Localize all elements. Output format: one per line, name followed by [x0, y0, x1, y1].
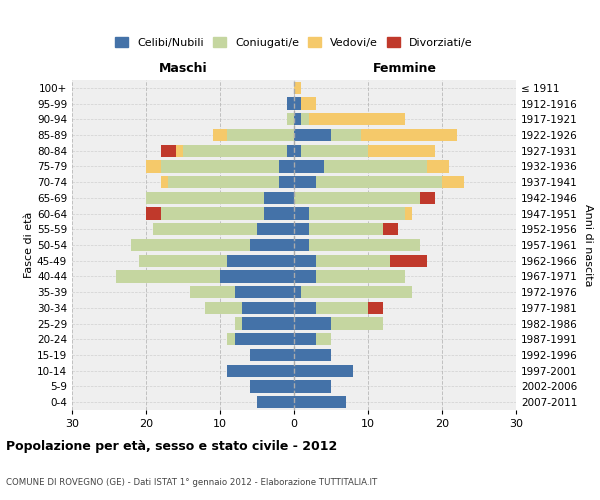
Bar: [161, 208, 265, 220]
Bar: [294, 364, 353, 377]
Text: Femmine: Femmine: [373, 62, 437, 75]
Bar: [294, 223, 309, 235]
Bar: [294, 208, 309, 220]
Bar: [316, 176, 442, 188]
Bar: [427, 160, 449, 172]
Bar: [220, 270, 294, 282]
Bar: [294, 160, 323, 172]
Bar: [212, 129, 227, 141]
Bar: [294, 239, 309, 251]
Bar: [316, 333, 331, 345]
Bar: [309, 113, 405, 126]
Bar: [294, 349, 331, 361]
Bar: [442, 176, 464, 188]
Bar: [242, 302, 294, 314]
Bar: [294, 380, 331, 392]
Text: COMUNE DI ROVEGNO (GE) - Dati ISTAT 1° gennaio 2012 - Elaborazione TUTTITALIA.IT: COMUNE DI ROVEGNO (GE) - Dati ISTAT 1° g…: [6, 478, 377, 487]
Bar: [294, 82, 301, 94]
Bar: [287, 98, 294, 110]
Bar: [309, 239, 420, 251]
Bar: [316, 302, 368, 314]
Bar: [301, 113, 309, 126]
Bar: [235, 333, 294, 345]
Bar: [250, 349, 294, 361]
Bar: [183, 144, 287, 157]
Bar: [257, 223, 294, 235]
Bar: [368, 144, 434, 157]
Bar: [294, 254, 316, 267]
Bar: [301, 286, 412, 298]
Text: Maschi: Maschi: [158, 62, 208, 75]
Bar: [154, 223, 257, 235]
Bar: [139, 254, 227, 267]
Bar: [420, 192, 434, 204]
Bar: [235, 286, 294, 298]
Bar: [294, 396, 346, 408]
Bar: [242, 318, 294, 330]
Bar: [131, 239, 250, 251]
Bar: [316, 270, 405, 282]
Bar: [227, 254, 294, 267]
Bar: [287, 113, 294, 126]
Bar: [265, 192, 294, 204]
Bar: [227, 333, 235, 345]
Bar: [405, 208, 412, 220]
Bar: [309, 208, 405, 220]
Bar: [309, 223, 383, 235]
Y-axis label: Anni di nascita: Anni di nascita: [583, 204, 593, 286]
Bar: [331, 318, 383, 330]
Bar: [294, 98, 301, 110]
Bar: [316, 254, 390, 267]
Bar: [235, 318, 242, 330]
Bar: [190, 286, 235, 298]
Bar: [294, 113, 301, 126]
Bar: [168, 176, 279, 188]
Bar: [227, 364, 294, 377]
Bar: [265, 208, 294, 220]
Bar: [294, 333, 316, 345]
Bar: [146, 160, 161, 172]
Bar: [368, 302, 383, 314]
Bar: [279, 176, 294, 188]
Bar: [294, 270, 316, 282]
Bar: [361, 129, 457, 141]
Bar: [161, 160, 279, 172]
Bar: [383, 223, 398, 235]
Bar: [301, 144, 368, 157]
Bar: [250, 380, 294, 392]
Bar: [146, 192, 265, 204]
Bar: [227, 129, 294, 141]
Bar: [294, 144, 301, 157]
Bar: [294, 302, 316, 314]
Bar: [161, 176, 168, 188]
Bar: [323, 160, 427, 172]
Bar: [250, 239, 294, 251]
Bar: [294, 176, 316, 188]
Bar: [146, 208, 161, 220]
Bar: [205, 302, 242, 314]
Bar: [294, 318, 331, 330]
Bar: [161, 144, 176, 157]
Bar: [294, 286, 301, 298]
Bar: [294, 192, 420, 204]
Bar: [390, 254, 427, 267]
Bar: [294, 129, 331, 141]
Y-axis label: Fasce di età: Fasce di età: [24, 212, 34, 278]
Bar: [116, 270, 220, 282]
Text: Popolazione per età, sesso e stato civile - 2012: Popolazione per età, sesso e stato civil…: [6, 440, 337, 453]
Bar: [287, 144, 294, 157]
Bar: [176, 144, 183, 157]
Bar: [331, 129, 361, 141]
Legend: Celibi/Nubili, Coniugati/e, Vedovi/e, Divorziati/e: Celibi/Nubili, Coniugati/e, Vedovi/e, Di…: [111, 33, 477, 52]
Bar: [257, 396, 294, 408]
Bar: [301, 98, 316, 110]
Bar: [279, 160, 294, 172]
